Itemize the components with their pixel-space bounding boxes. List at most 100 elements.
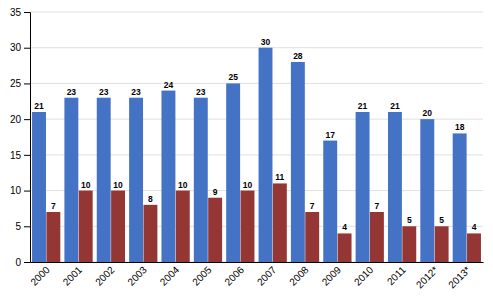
data-label: 21	[358, 101, 368, 111]
x-tick: 2007	[255, 262, 279, 288]
y-tick: 30	[10, 42, 30, 53]
x-axis: 2000 2001 2002 2003 2004 2005 2006 2007 2008 2009…	[28, 262, 483, 290]
data-label: 28	[293, 51, 303, 61]
data-label: 4	[472, 222, 477, 232]
x-tick: 2006	[222, 262, 246, 288]
y-tick-label: 35	[10, 7, 22, 18]
x-axis-line	[31, 262, 484, 263]
y-tick-mark	[24, 262, 30, 263]
x-tick-label: 2011	[385, 264, 408, 287]
y-tick-label: 0	[15, 257, 21, 268]
x-tick-label: 2007	[255, 264, 279, 288]
grid-line	[30, 12, 483, 13]
y-tick: 15	[10, 150, 30, 161]
x-tick-label: 2005	[190, 264, 214, 288]
bar	[453, 133, 467, 262]
data-label: 21	[34, 101, 44, 111]
grid-line	[30, 47, 483, 48]
data-label: 23	[131, 87, 141, 97]
bar	[305, 212, 319, 262]
y-tick: 5	[15, 221, 30, 232]
bar	[79, 191, 93, 262]
series	[46, 183, 481, 262]
plot: 0510152025303520002001200220032004200520…	[10, 7, 484, 291]
bar	[64, 98, 78, 262]
x-tick-label: 2012*	[414, 264, 440, 290]
x-tick: 2011	[385, 262, 408, 287]
x-tick-label: 2000	[28, 264, 52, 288]
x-tick: 2013*	[446, 262, 472, 290]
bar	[161, 91, 175, 262]
bar	[291, 62, 305, 262]
data-label: 7	[51, 201, 56, 211]
x-tick-label: 2004	[158, 264, 182, 288]
x-tick-label: 2009	[320, 264, 344, 288]
bar	[129, 98, 143, 262]
y-tick-mark	[24, 83, 30, 84]
y-tick-label: 20	[10, 114, 22, 125]
bar	[259, 48, 273, 262]
data-label: 24	[164, 80, 174, 90]
y-tick: 35	[10, 7, 30, 18]
y-tick-label: 25	[10, 78, 22, 89]
y-tick: 0	[15, 257, 30, 268]
y-tick-mark	[24, 155, 30, 156]
bar	[356, 112, 370, 262]
bar	[176, 191, 190, 262]
data-label: 25	[228, 72, 238, 82]
data-label: 18	[455, 122, 465, 132]
data-label: 10	[243, 180, 253, 190]
data-label: 21	[390, 101, 400, 111]
bar	[323, 141, 337, 262]
y-tick-mark	[24, 48, 30, 49]
bar	[402, 226, 416, 262]
bar	[370, 212, 384, 262]
y-tick-mark	[24, 12, 30, 13]
y-tick-label: 5	[15, 221, 21, 232]
y-tick: 10	[10, 185, 30, 196]
data-label: 7	[310, 201, 315, 211]
data-label: 9	[213, 187, 218, 197]
data-label: 7	[375, 201, 380, 211]
bar	[97, 98, 111, 262]
x-tick-label: 2006	[222, 264, 246, 288]
bar	[241, 191, 255, 262]
x-tick: 2002	[93, 262, 117, 288]
y-tick-mark	[24, 191, 30, 192]
y-tick-mark	[24, 119, 30, 120]
y-axis-line	[24, 13, 31, 263]
data-label: 10	[178, 180, 188, 190]
x-tick: 2004	[158, 262, 182, 288]
x-tick-label: 2008	[287, 264, 311, 288]
y-tick: 25	[10, 78, 30, 89]
data-label: 10	[81, 180, 91, 190]
grid-line	[30, 83, 483, 84]
data-label: 4	[342, 222, 347, 232]
bar	[46, 212, 60, 262]
bar	[194, 98, 208, 262]
bar	[32, 112, 46, 262]
x-tick-label: 2003	[125, 264, 149, 288]
bar	[208, 198, 222, 262]
data-label: 23	[196, 87, 206, 97]
data-labels: 2123232324232530281721212018710108109101…	[34, 37, 476, 233]
x-tick: 2008	[287, 262, 311, 288]
bar	[273, 183, 287, 262]
x-tick: 2003	[125, 262, 149, 288]
x-tick: 2000	[28, 262, 52, 288]
bar	[435, 226, 449, 262]
y-tick-label: 30	[10, 42, 22, 53]
x-tick-label: 2002	[93, 264, 117, 288]
data-label: 23	[99, 87, 109, 97]
series	[32, 48, 467, 262]
y-tick-label: 10	[10, 185, 22, 196]
y-tick-mark	[24, 226, 30, 227]
x-tick: 2010	[352, 262, 376, 288]
bar	[388, 112, 402, 262]
bar	[338, 233, 352, 262]
bars	[32, 48, 481, 262]
x-tick: 2005	[190, 262, 214, 288]
data-label: 5	[439, 215, 444, 225]
y-tick-label: 15	[10, 150, 22, 161]
x-tick-label: 2001	[61, 264, 85, 288]
